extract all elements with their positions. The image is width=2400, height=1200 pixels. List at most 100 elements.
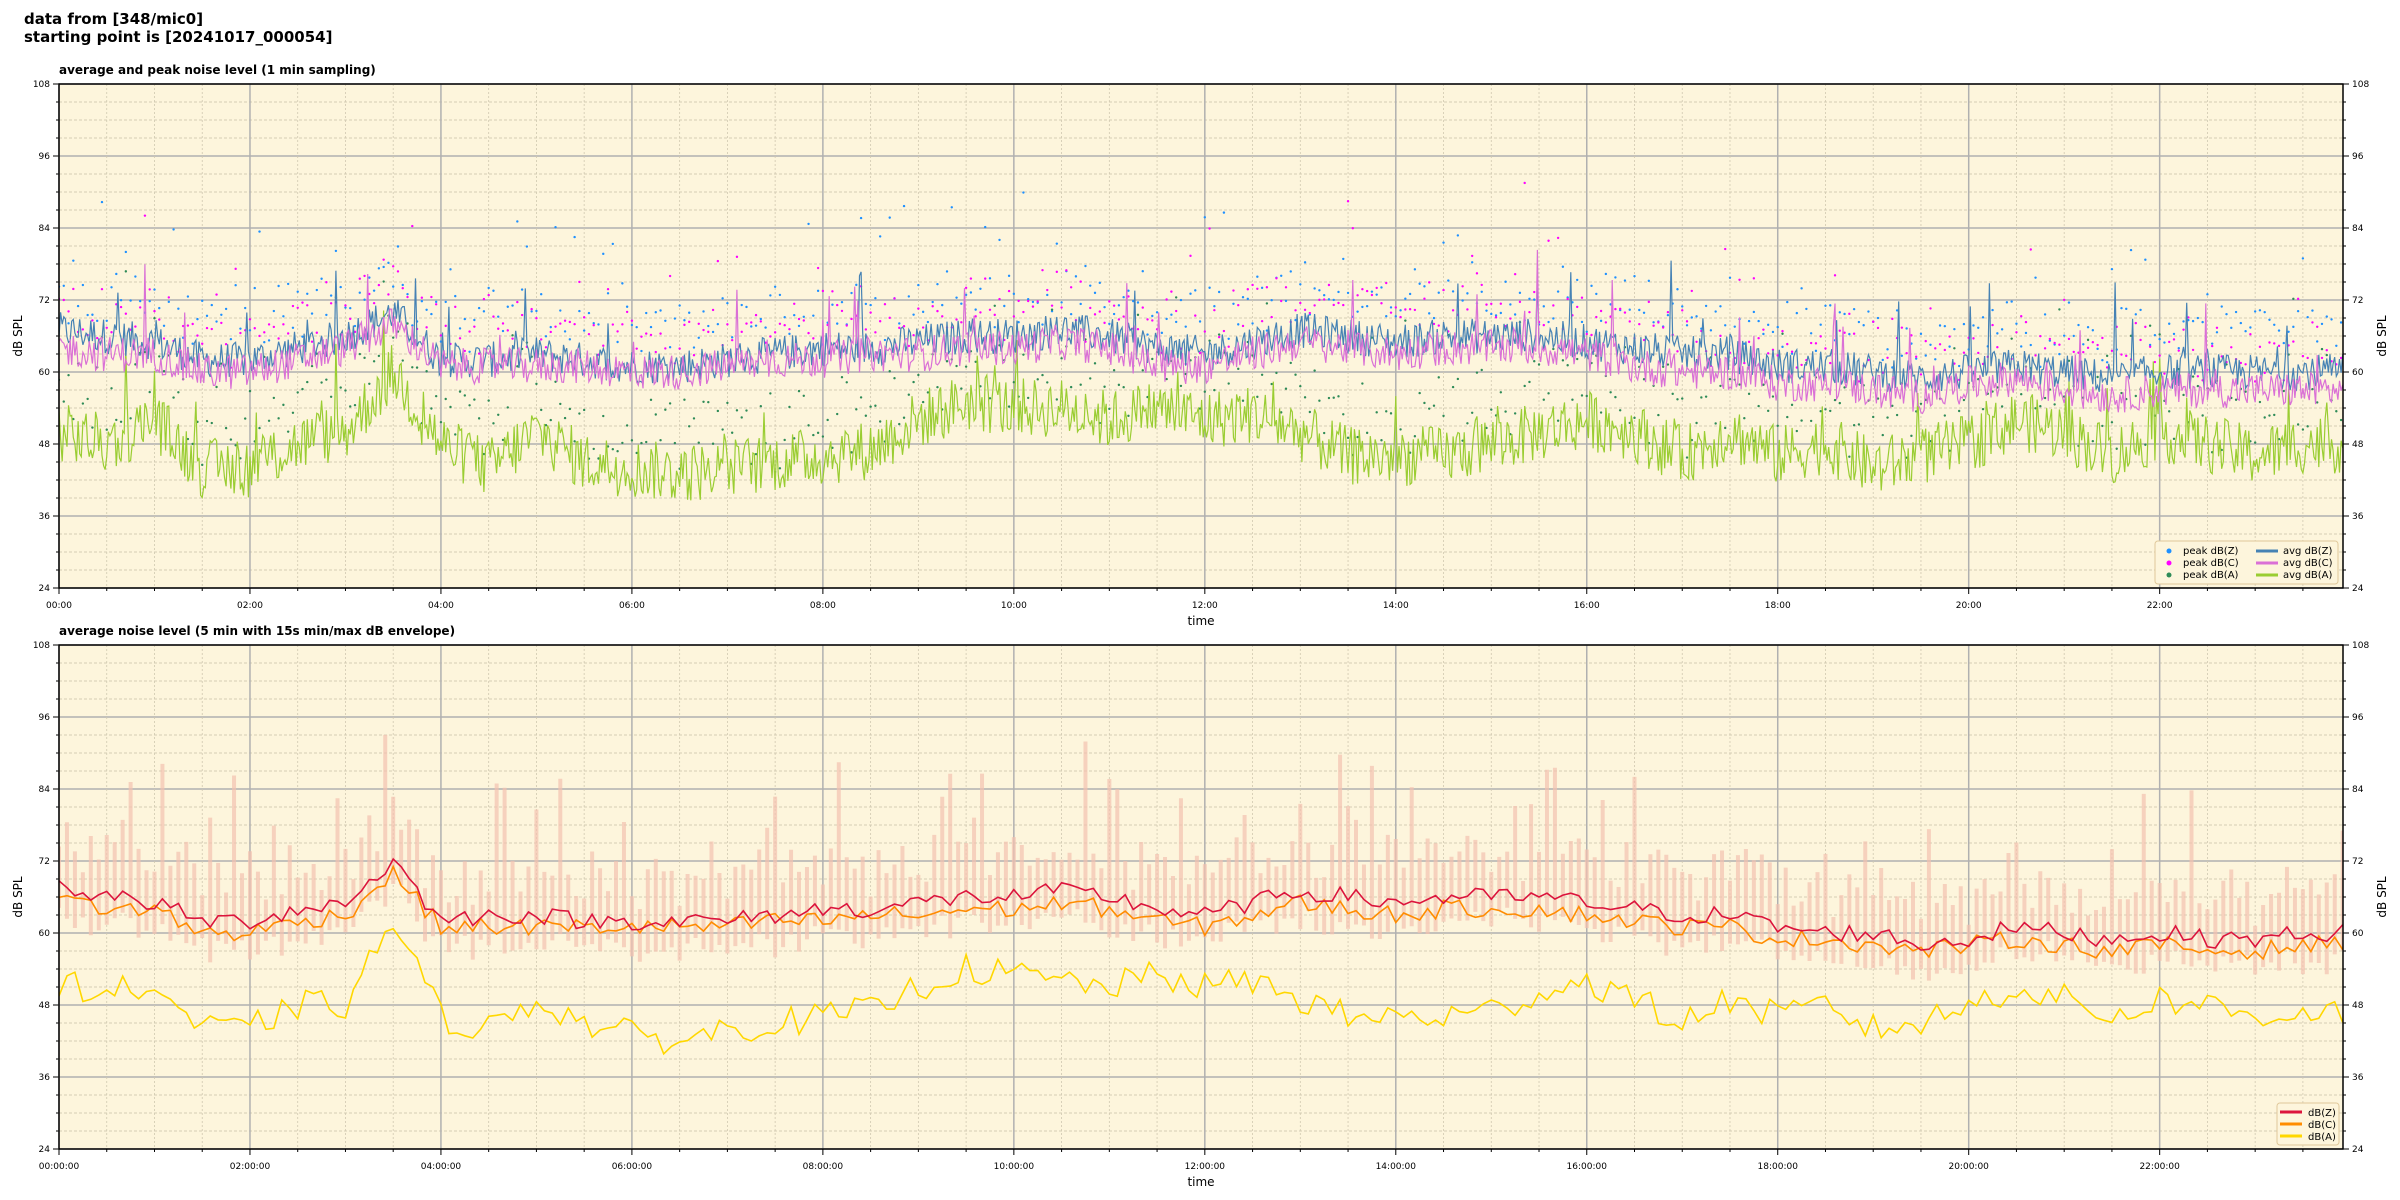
peak-point-a <box>1079 383 1082 386</box>
peak-point-z <box>1881 358 1884 362</box>
peak-point-a <box>415 366 419 369</box>
peak-point-z <box>1981 316 1985 319</box>
peak-point-a <box>1700 396 1703 399</box>
peak-point-z <box>177 307 180 310</box>
peak-point-z <box>611 242 615 246</box>
peak-point-c <box>840 309 844 313</box>
peak-point-z <box>2129 248 2133 252</box>
peak-point-c <box>1934 347 1937 350</box>
peak-point-z <box>224 307 228 311</box>
x-tick-label: 18:00:00 <box>1758 1162 1799 1172</box>
peak-point-c <box>1256 287 1259 290</box>
peak-point-c <box>1485 303 1488 306</box>
peak-point-c <box>1513 272 1517 276</box>
peak-point-a <box>2091 439 2095 443</box>
peak-point-c <box>1886 356 1889 359</box>
peak-point-c <box>769 335 772 338</box>
peak-point-z <box>115 272 118 276</box>
peak-point-z <box>2325 315 2328 318</box>
peak-point-z <box>573 235 576 239</box>
peak-point-z <box>1576 278 1579 282</box>
peak-point-c <box>783 324 786 327</box>
peak-point-a <box>1504 410 1507 413</box>
peak-point-c <box>759 320 763 323</box>
peak-point-z <box>2206 293 2209 296</box>
peak-point-z <box>1084 264 1087 268</box>
peak-point-z <box>2082 343 2085 346</box>
peak-point-a <box>726 401 729 405</box>
peak-point-a <box>1356 435 1359 439</box>
peak-point-a <box>2244 390 2247 393</box>
peak-point-a <box>2020 393 2023 396</box>
peak-point-c <box>95 336 99 340</box>
peak-point-z <box>1666 313 1670 317</box>
peak-point-a <box>2335 410 2338 413</box>
peak-point-z <box>1556 290 1560 293</box>
peak-point-z <box>1026 298 1030 301</box>
peak-point-a <box>1475 371 1479 374</box>
peak-point-z <box>2230 326 2233 330</box>
peak-point-c <box>2320 356 2324 360</box>
peak-point-c <box>1580 296 1584 299</box>
peak-point-a <box>434 394 438 398</box>
peak-point-z <box>1007 274 1011 278</box>
peak-point-c <box>272 325 276 329</box>
peak-point-z <box>936 282 939 286</box>
legend-label: avg dB(A) <box>2283 570 2333 581</box>
peak-point-c <box>1222 329 1226 333</box>
peak-point-a <box>769 392 772 395</box>
peak-point-a <box>1561 359 1565 362</box>
peak-point-a <box>2253 441 2257 444</box>
legend-label: dB(A) <box>2308 1132 2336 1143</box>
peak-point-z <box>1103 305 1106 309</box>
y-tick-label-right: 48 <box>2352 1001 2364 1011</box>
peak-point-a <box>1824 408 1827 411</box>
peak-point-c <box>2311 321 2314 324</box>
legend: peak dB(Z)peak dB(C)peak dB(A)avg dB(Z)a… <box>2154 540 2339 585</box>
peak-point-a <box>716 409 720 413</box>
peak-point-z <box>1413 268 1417 271</box>
peak-point-c <box>645 332 648 335</box>
peak-point-c <box>387 293 390 296</box>
peak-point-c <box>2058 343 2061 346</box>
peak-point-z <box>110 286 113 289</box>
peak-point-a <box>539 408 543 412</box>
peak-point-a <box>1738 383 1741 386</box>
peak-point-z <box>1251 322 1254 325</box>
peak-point-c <box>1852 332 1856 335</box>
peak-point-z <box>239 327 242 330</box>
x-tick-label: 02:00:00 <box>230 1162 271 1172</box>
peak-point-c <box>325 281 328 284</box>
peak-point-z <box>1972 324 1975 327</box>
peak-point-a <box>1695 421 1698 425</box>
peak-point-z <box>807 222 810 226</box>
peak-point-a <box>1891 404 1894 408</box>
peak-point-a <box>625 424 629 427</box>
peak-point-a <box>2273 413 2276 417</box>
peak-point-a <box>840 376 844 379</box>
y-tick-label: 60 <box>39 929 51 939</box>
peak-point-c <box>1342 303 1345 307</box>
peak-point-a <box>697 441 700 444</box>
peak-point-c <box>602 344 605 347</box>
peak-point-z <box>812 314 815 317</box>
peak-point-z <box>1174 320 1178 324</box>
peak-point-a <box>1122 386 1125 389</box>
peak-point-a <box>602 414 605 418</box>
peak-point-c <box>215 293 218 296</box>
peak-point-a <box>1762 383 1765 386</box>
peak-point-c <box>1695 340 1698 343</box>
peak-point-z <box>1074 275 1078 278</box>
peak-point-z <box>2215 331 2219 334</box>
peak-point-c <box>1547 239 1550 242</box>
peak-point-a <box>1895 413 1899 417</box>
peak-point-z <box>2077 323 2080 327</box>
peak-point-a <box>1375 411 1378 414</box>
peak-point-z <box>1184 325 1187 328</box>
peak-point-c <box>444 324 447 328</box>
peak-point-a <box>2043 396 2047 400</box>
peak-point-a <box>430 407 433 410</box>
peak-point-a <box>812 433 815 437</box>
peak-point-z <box>664 319 667 322</box>
peak-point-z <box>2015 322 2018 325</box>
